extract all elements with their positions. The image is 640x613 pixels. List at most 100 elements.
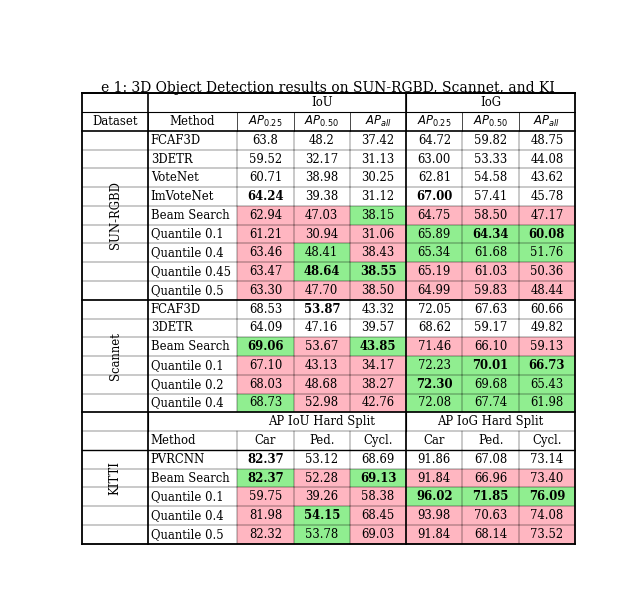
- Bar: [406, 150, 463, 169]
- Text: 64.75: 64.75: [418, 209, 451, 222]
- Bar: [350, 169, 406, 187]
- Bar: [519, 206, 575, 225]
- Text: 63.47: 63.47: [249, 265, 282, 278]
- Text: 45.78: 45.78: [531, 190, 563, 203]
- Text: 67.00: 67.00: [416, 190, 452, 203]
- Bar: [148, 225, 237, 243]
- Bar: [294, 468, 350, 487]
- Text: 53.12: 53.12: [305, 453, 339, 466]
- Bar: [463, 169, 519, 187]
- Bar: [83, 131, 148, 300]
- Bar: [294, 187, 350, 206]
- Bar: [463, 506, 519, 525]
- Bar: [294, 506, 350, 525]
- Bar: [148, 243, 237, 262]
- Bar: [350, 356, 406, 375]
- Bar: [463, 319, 519, 337]
- Bar: [237, 525, 294, 544]
- Text: Method: Method: [151, 434, 196, 447]
- Bar: [294, 243, 350, 262]
- Bar: [519, 506, 575, 525]
- Bar: [519, 487, 575, 506]
- Text: 61.98: 61.98: [531, 397, 563, 409]
- Text: 48.64: 48.64: [303, 265, 340, 278]
- Text: 68.53: 68.53: [249, 303, 282, 316]
- Text: 53.67: 53.67: [305, 340, 339, 353]
- Text: ImVoteNet: ImVoteNet: [151, 190, 214, 203]
- Bar: [519, 356, 575, 375]
- Text: 64.99: 64.99: [418, 284, 451, 297]
- Bar: [237, 281, 294, 300]
- Bar: [237, 93, 406, 112]
- Text: 72.05: 72.05: [418, 303, 451, 316]
- Text: 47.03: 47.03: [305, 209, 339, 222]
- Bar: [294, 300, 350, 319]
- Text: 61.68: 61.68: [474, 246, 508, 259]
- Bar: [350, 468, 406, 487]
- Text: 68.69: 68.69: [362, 453, 395, 466]
- Bar: [294, 169, 350, 187]
- Text: 67.08: 67.08: [474, 453, 508, 466]
- Bar: [350, 281, 406, 300]
- Text: AP IoG Hard Split: AP IoG Hard Split: [438, 415, 544, 428]
- Text: 43.32: 43.32: [362, 303, 395, 316]
- Text: 66.96: 66.96: [474, 471, 508, 484]
- Text: 66.10: 66.10: [474, 340, 508, 353]
- Text: 53.78: 53.78: [305, 528, 339, 541]
- Text: 38.27: 38.27: [362, 378, 395, 390]
- Bar: [294, 356, 350, 375]
- Bar: [148, 337, 237, 356]
- Text: 62.94: 62.94: [249, 209, 282, 222]
- Bar: [406, 506, 463, 525]
- Text: 57.41: 57.41: [474, 190, 508, 203]
- Text: 54.15: 54.15: [303, 509, 340, 522]
- Text: 54.58: 54.58: [474, 171, 508, 185]
- Text: 48.2: 48.2: [309, 134, 335, 147]
- Bar: [237, 300, 294, 319]
- Text: 93.98: 93.98: [418, 509, 451, 522]
- Text: PVRCNN: PVRCNN: [151, 453, 205, 466]
- Bar: [148, 468, 237, 487]
- Bar: [519, 337, 575, 356]
- Text: Quantile 0.5: Quantile 0.5: [151, 284, 223, 297]
- Bar: [519, 262, 575, 281]
- Text: Quantile 0.4: Quantile 0.4: [151, 246, 223, 259]
- Bar: [148, 319, 237, 337]
- Text: 74.08: 74.08: [531, 509, 563, 522]
- Text: 68.14: 68.14: [474, 528, 508, 541]
- Bar: [148, 450, 237, 468]
- Text: Beam Search: Beam Search: [151, 209, 229, 222]
- Text: $AP_{0.50}$: $AP_{0.50}$: [473, 114, 508, 129]
- Text: Quantile 0.1: Quantile 0.1: [151, 359, 223, 372]
- Text: 68.62: 68.62: [418, 321, 451, 335]
- Text: 91.84: 91.84: [418, 471, 451, 484]
- Bar: [519, 187, 575, 206]
- Text: 39.26: 39.26: [305, 490, 339, 503]
- Bar: [350, 431, 406, 450]
- Text: 82.37: 82.37: [247, 471, 284, 484]
- Text: 91.84: 91.84: [418, 528, 451, 541]
- Text: 73.40: 73.40: [531, 471, 563, 484]
- Bar: [463, 468, 519, 487]
- Bar: [406, 487, 463, 506]
- Bar: [148, 525, 237, 544]
- Bar: [406, 525, 463, 544]
- Bar: [406, 131, 463, 150]
- Text: 39.57: 39.57: [362, 321, 395, 335]
- Bar: [406, 206, 463, 225]
- Bar: [350, 225, 406, 243]
- Bar: [294, 450, 350, 468]
- Text: 38.15: 38.15: [362, 209, 395, 222]
- Text: $AP_{0.25}$: $AP_{0.25}$: [248, 114, 283, 129]
- Text: 60.66: 60.66: [531, 303, 563, 316]
- Text: 49.82: 49.82: [531, 321, 563, 335]
- Text: 64.72: 64.72: [418, 134, 451, 147]
- Bar: [294, 112, 350, 131]
- Text: 58.38: 58.38: [362, 490, 395, 503]
- Bar: [148, 487, 237, 506]
- Text: 63.30: 63.30: [249, 284, 282, 297]
- Bar: [519, 150, 575, 169]
- Bar: [406, 375, 463, 394]
- Bar: [148, 375, 237, 394]
- Bar: [148, 431, 237, 450]
